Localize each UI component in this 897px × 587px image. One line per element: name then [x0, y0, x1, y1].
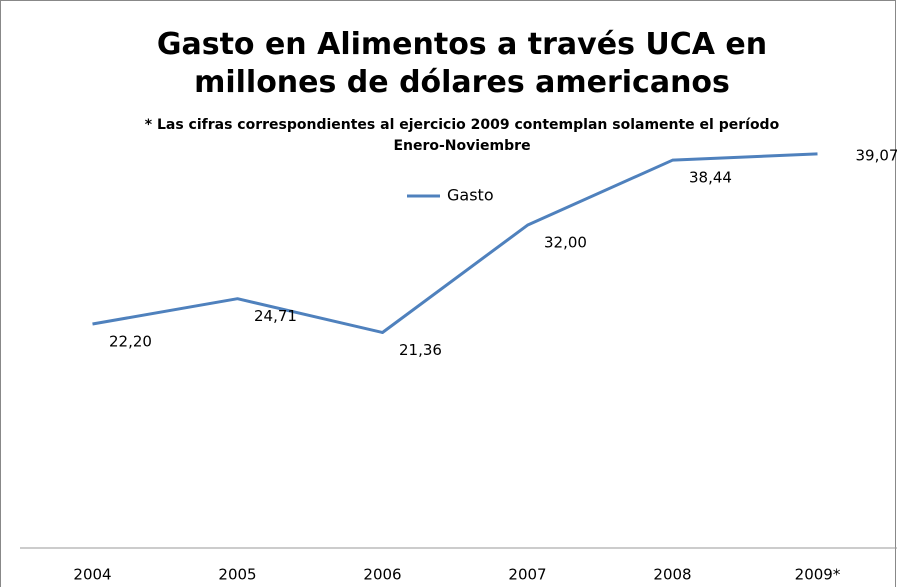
data-label: 21,36	[399, 341, 442, 359]
data-label: 39,07	[856, 146, 897, 164]
x-tick-label: 2007	[508, 566, 546, 584]
data-label: 22,20	[109, 333, 152, 351]
x-tick-label: 2006	[363, 566, 401, 584]
legend-label: Gasto	[447, 186, 494, 205]
chart-title: Gasto en Alimentos a través UCA en millo…	[156, 27, 768, 100]
series-line	[92, 152, 818, 335]
data-label: 38,44	[689, 169, 732, 187]
chart-subtitle: * Las cifras correspondientes al ejercic…	[144, 117, 780, 154]
x-tick-label: 2004	[73, 566, 111, 584]
x-tick-label: 2009*	[795, 566, 841, 584]
data-label: 32,00	[544, 234, 587, 252]
data-label: 24,71	[254, 307, 297, 325]
x-tick-label: 2008	[653, 566, 691, 584]
x-tick-label: 2005	[218, 566, 256, 584]
